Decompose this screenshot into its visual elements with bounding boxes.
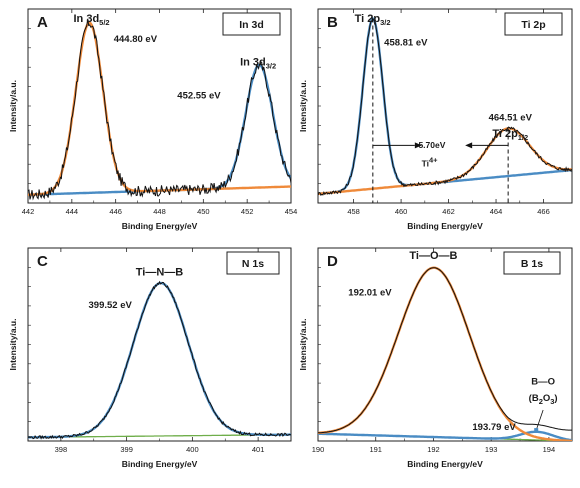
panel-tag-box <box>222 12 281 36</box>
oxide-label: (B2O3) <box>529 393 558 406</box>
plot-area <box>318 266 572 441</box>
fit-curve-blue <box>318 430 572 441</box>
energy-label-2: 193.79 eV <box>472 422 516 433</box>
peak-label-2: Ti 2p1/2 <box>492 128 528 142</box>
x-tick-label: 446 <box>109 207 122 216</box>
peak-label-2: In 3d3/2 <box>240 57 276 71</box>
panel-tag-box <box>503 251 561 275</box>
energy-label-1: 192.01 eV <box>348 287 392 298</box>
y-axis-title: Intensity/a.u. <box>8 80 18 132</box>
fit-curve-blue <box>28 63 291 196</box>
y-axis-title: Intensity/a.u. <box>298 319 308 371</box>
plot-area <box>28 18 291 201</box>
splitting-label: 5.70eV <box>418 140 445 150</box>
x-tick-label: 191 <box>369 445 382 454</box>
panel-tag-label: Ti 2p <box>521 19 545 31</box>
x-axis-title: Binding Energy/eV <box>407 221 483 231</box>
panel-d: 190 191 192 193 194 Binding Energy/eV Intensit… <box>298 247 573 469</box>
energy-label-2: 452.55 eV <box>177 91 221 102</box>
x-tick-label: 398 <box>55 445 68 454</box>
panel-b: 458 460 462 464 466 Binding Energy/eV Intensit… <box>298 8 573 231</box>
x-tick-label: 464 <box>490 207 503 216</box>
measured-curve <box>318 267 572 434</box>
panel-letter: A <box>37 14 48 31</box>
panel-tag-label: In 3d <box>239 19 264 31</box>
measured-curve <box>318 17 572 197</box>
x-tick-label: 192 <box>427 445 440 454</box>
panel-letter: D <box>327 253 338 270</box>
x-axis-title: Binding Energy/eV <box>122 459 198 469</box>
energy-label-1: 399.52 eV <box>89 300 133 311</box>
pointer-marker <box>534 428 539 433</box>
panel-tag-box <box>226 251 280 275</box>
x-axis-title: Binding Energy/eV <box>407 459 483 469</box>
panel-tag-label: N 1s <box>242 258 264 270</box>
plot-area <box>28 280 291 440</box>
peak-label-1: In 3d5/2 <box>74 13 110 27</box>
x-tick-label: 400 <box>186 445 199 454</box>
y-axis-title: Intensity/a.u. <box>298 80 308 132</box>
x-tick-label: 460 <box>395 207 408 216</box>
measured-curve <box>28 280 291 440</box>
x-tick-label: 442 <box>22 207 35 216</box>
plot-area <box>318 17 572 203</box>
x-tick-label: 190 <box>312 445 325 454</box>
panel-tag-label: B 1s <box>521 258 543 270</box>
x-tick-label: 448 <box>153 207 166 216</box>
x-tick-label: 401 <box>252 445 265 454</box>
panel-tag-box <box>504 12 563 36</box>
x-tick-label: 458 <box>347 207 360 216</box>
measured-curve <box>28 18 291 201</box>
split-arrowhead-left <box>414 142 422 149</box>
x-tick-label: 450 <box>197 207 210 216</box>
bond-label: Ti—N—B <box>136 266 184 278</box>
x-tick-label: 454 <box>285 207 298 216</box>
x-axis-title: Binding Energy/eV <box>122 221 198 231</box>
x-tick-label: 194 <box>543 445 556 454</box>
y-axis-title: Intensity/a.u. <box>8 319 18 371</box>
x-tick-label: 452 <box>241 207 254 216</box>
fit-curve-blue <box>318 17 572 195</box>
energy-label-1: 458.81 eV <box>384 38 428 49</box>
fit-curve-orange <box>28 21 291 196</box>
energy-label-1: 444.80 eV <box>114 34 158 45</box>
x-tick-label: 444 <box>66 207 79 216</box>
plot-frame <box>27 8 292 204</box>
peak-label-1: Ti 2p3/2 <box>355 13 391 27</box>
fit-curve-blue <box>28 281 291 439</box>
panel-letter: B <box>327 14 338 31</box>
split-arrowhead-right <box>465 142 473 149</box>
species-label: Ti4+ <box>422 155 439 168</box>
x-tick-label: 466 <box>537 207 550 216</box>
x-tick-label: 462 <box>442 207 455 216</box>
bond-label: Ti—O—B <box>409 250 457 262</box>
panel-c: 398 399 400 401 Binding Energy/eV Intensity/a… <box>8 247 292 469</box>
panel-a: 442 444 446 448 450 452 454 Binding Energy/eV In… <box>8 8 298 231</box>
bond-label-2: B—O <box>531 377 555 388</box>
energy-label-2: 464.51 eV <box>489 113 533 124</box>
pointer-line <box>535 409 544 431</box>
panel-letter: C <box>37 253 48 270</box>
x-tick-label: 193 <box>485 445 498 454</box>
x-tick-label: 399 <box>120 445 133 454</box>
